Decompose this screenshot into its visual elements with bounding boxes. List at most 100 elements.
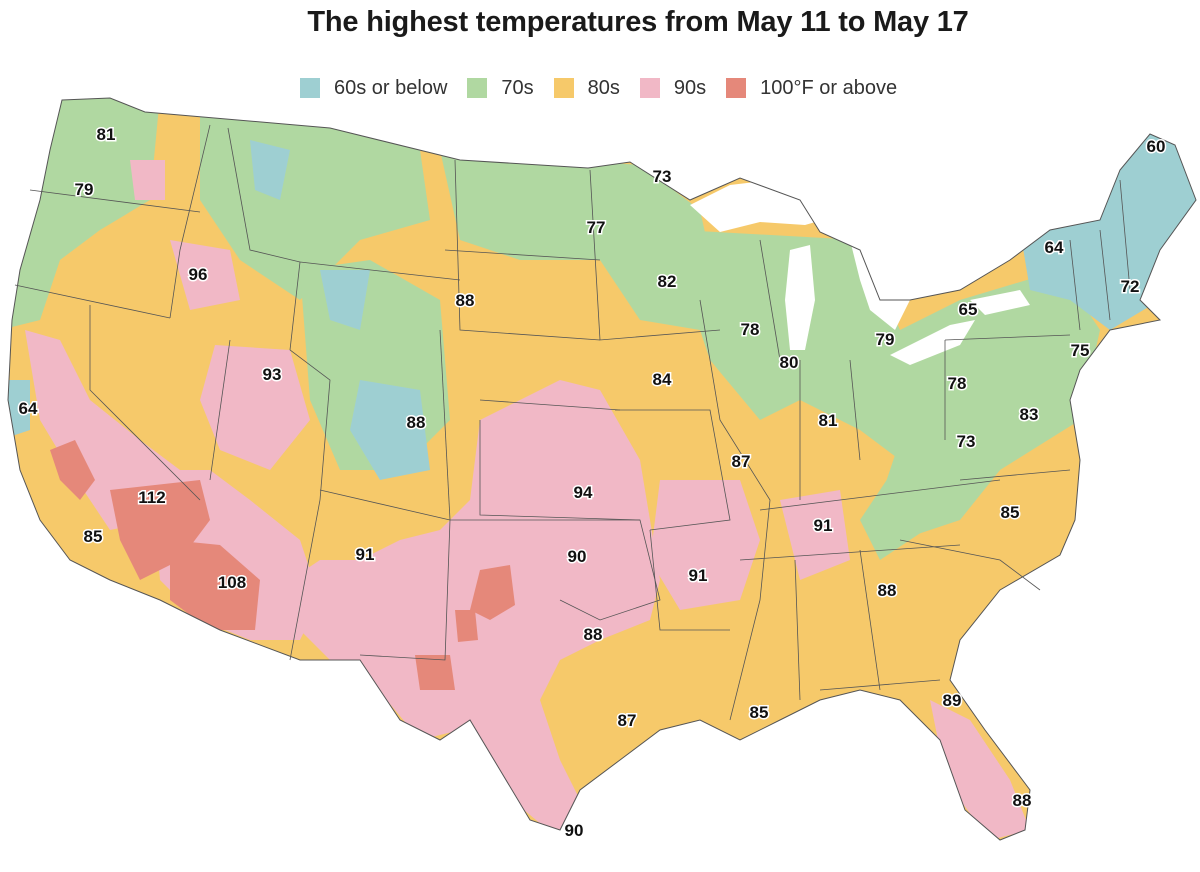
border-id-west <box>169 124 211 319</box>
border-co-nm <box>319 489 451 521</box>
border-in-oh <box>849 359 861 461</box>
border-nm-tx <box>359 519 451 661</box>
border-ia-mo <box>615 409 731 531</box>
temp-label-seattle: 81 <box>97 125 116 144</box>
border-ks-ok <box>479 420 641 521</box>
lake-superior <box>690 178 840 232</box>
temp-label-salt-lake: 93 <box>263 365 282 384</box>
lake-michigan <box>785 245 815 350</box>
border-ca-nv <box>89 305 201 501</box>
legend-item-60s: 60s or below <box>300 77 447 100</box>
temp-label-tennessee: 91 <box>814 516 833 535</box>
temp-label-new-orleans: 85 <box>750 703 769 722</box>
border-ga-fl <box>819 679 941 691</box>
legend-item-100-plus: 100°F or above <box>726 77 897 100</box>
temp-label-death-valley: 112 <box>138 488 165 507</box>
temp-label-portland: 79 <box>75 180 94 199</box>
legend-item-70s: 70s <box>467 76 534 100</box>
border-mn-ia <box>589 169 721 341</box>
border-ar-la <box>649 529 730 631</box>
border-new-england <box>1069 179 1131 331</box>
legend-swatch <box>639 78 660 98</box>
border-az-nm <box>289 499 321 661</box>
band-100-texas-spot <box>455 610 478 642</box>
border-ut-co <box>289 261 331 501</box>
band-100-big-bend <box>415 655 455 690</box>
temp-label-west-virginia: 73 <box>957 432 976 451</box>
lake-erie <box>890 320 975 365</box>
border-tn-ky <box>759 479 1001 511</box>
temp-label-albuquerque: 91 <box>356 545 375 564</box>
band-90s-great-basin <box>200 345 310 470</box>
border-id-mt <box>227 127 301 263</box>
temp-label-los-angeles: 85 <box>84 527 103 546</box>
temp-label-new-york-city: 75 <box>1071 341 1090 360</box>
band-90s-oregon-idaho <box>170 240 240 310</box>
temp-label-minnesota-north: 77 <box>587 218 606 237</box>
border-ms-al <box>794 559 801 701</box>
band-70s-appalachia <box>880 420 1000 540</box>
legend-swatch <box>553 78 574 98</box>
border-wa-or <box>29 189 201 213</box>
band-60s-colorado-south <box>350 380 430 480</box>
temp-label-miami: 88 <box>1013 791 1032 810</box>
border-nv-ut <box>209 339 231 481</box>
band-60s-idaho <box>250 140 290 200</box>
temp-label-maine: 60 <box>1147 137 1166 156</box>
border-or-ca <box>14 284 171 319</box>
border-wi-mi <box>759 239 781 361</box>
band-60s-california-coast <box>8 380 30 440</box>
band-100-mojave <box>110 480 210 580</box>
border-mt-wy <box>299 261 461 281</box>
band-100-central-valley <box>50 440 95 500</box>
legend-swatch <box>467 78 488 98</box>
legend-label: 70s <box>501 76 534 99</box>
temp-label-st-louis: 87 <box>732 452 751 471</box>
temp-label-san-francisco: 64 <box>19 399 38 418</box>
temp-label-south-texas: 90 <box>565 821 584 840</box>
band-90s-california <box>25 330 180 530</box>
temp-label-michigan: 79 <box>876 330 895 349</box>
temp-label-boston: 72 <box>1121 277 1140 296</box>
temp-label-indiana: 81 <box>819 411 838 430</box>
temp-label-wyoming: 88 <box>456 291 475 310</box>
band-90s-oregon-north <box>130 160 165 200</box>
temp-label-north-carolina: 85 <box>1001 503 1020 522</box>
border-al-ga <box>859 549 881 691</box>
temp-label-kansas: 94 <box>574 483 593 502</box>
temp-label-minneapolis: 82 <box>658 272 677 291</box>
border-tn-south <box>739 544 961 561</box>
band-90s-arkansas <box>650 480 760 610</box>
temp-label-arkansas: 91 <box>689 566 708 585</box>
band-100-arizona <box>170 540 260 630</box>
legend-label: 100°F or above <box>760 76 898 99</box>
temp-label-houston: 87 <box>618 711 637 730</box>
us-outline <box>7 97 1197 841</box>
band-70s-north-plains <box>440 150 720 330</box>
temp-label-vermont: 64 <box>1045 238 1064 257</box>
temp-label-iowa: 84 <box>653 370 672 389</box>
border-ny-pa <box>944 334 1071 341</box>
border-ok-tx <box>450 519 661 621</box>
legend-label: 90s <box>673 76 707 99</box>
legend-item-90s: 90s <box>639 76 707 100</box>
band-90s-florida <box>930 700 1030 840</box>
temp-label-jacksonville: 89 <box>943 691 962 710</box>
temp-label-new-york-state: 65 <box>959 300 978 319</box>
temp-label-denver: 88 <box>407 413 426 432</box>
page-title: The highest temperatures from May 11 to … <box>307 6 969 38</box>
border-ne-ks <box>479 399 621 411</box>
band-90s-tennessee <box>780 490 850 580</box>
temp-label-wisconsin: 78 <box>741 320 760 339</box>
border-va-nc <box>959 469 1071 481</box>
border-mississippi <box>699 299 771 721</box>
temp-label-washington-dc: 83 <box>1020 405 1039 424</box>
us-temperature-map: 81 79 64 85 112 108 96 93 88 88 91 94 90… <box>7 97 1197 842</box>
legend-item-80s: 80s <box>553 77 620 100</box>
border-nc-sc <box>899 539 1041 591</box>
great-lakes <box>690 178 1030 365</box>
border-nd-sd <box>454 159 601 341</box>
temp-label-boise: 96 <box>189 265 208 284</box>
state-borders <box>14 124 1131 721</box>
temp-label-chicago: 80 <box>780 353 799 372</box>
